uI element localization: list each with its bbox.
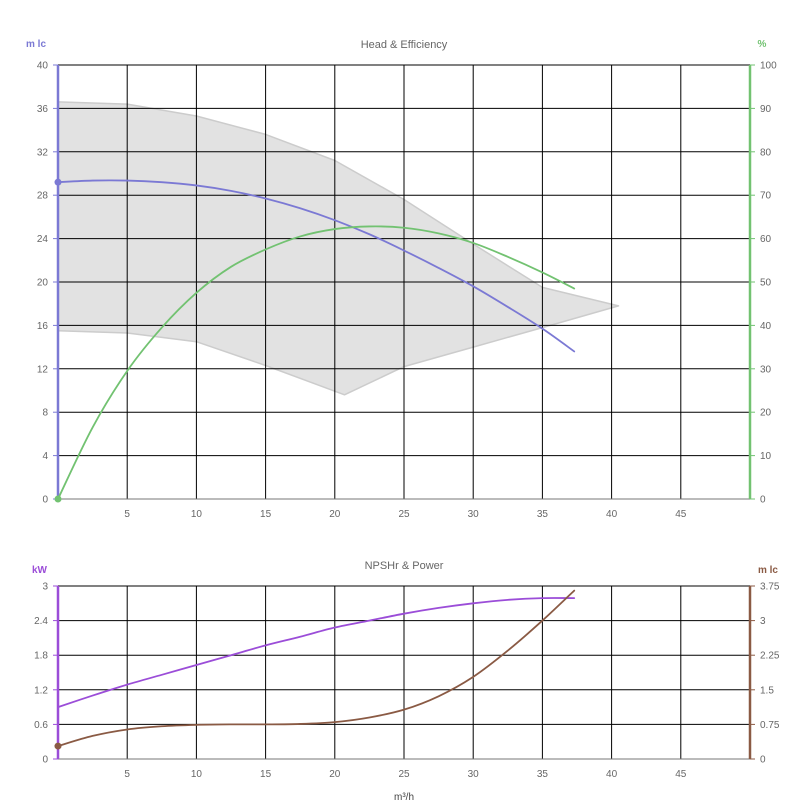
y-tick-label-left: 16: [37, 321, 49, 332]
series-line-head: [57, 179, 576, 353]
y-tick-label-left: 36: [37, 104, 49, 115]
y-tick-label-left: 24: [37, 234, 49, 245]
series-start-marker-efficiency: [54, 495, 62, 503]
y-tick-label-left: 28: [37, 191, 49, 202]
x-tick-label: 5: [124, 769, 130, 780]
x-tick-label: 35: [537, 769, 549, 780]
plot-head-efficiency: 0 4 8 12 16 20 24 28 32 36 40 0 10 20 30 40 50 60 70 80 90 10…: [37, 61, 777, 521]
x-tick-label: 45: [675, 769, 687, 780]
y-tick-label-right: 30: [760, 364, 772, 375]
y-tick-label-left: 8: [42, 408, 48, 419]
y-axis-label-power: kW: [32, 565, 48, 576]
x-tick-label: 15: [260, 769, 272, 780]
y-tick-label-left: 0: [42, 495, 48, 506]
y-tick-label-left: 40: [37, 61, 49, 72]
x-tick-label: 40: [606, 509, 618, 520]
series-line-npshr: [57, 589, 576, 747]
y-tick-label-left: 0.6: [34, 720, 48, 731]
x-tick-label: 35: [537, 509, 549, 520]
y-tick-label-left: 1.8: [34, 651, 48, 662]
y-tick-label-left: 4: [42, 451, 48, 462]
y-tick-label-left: 0: [42, 755, 48, 766]
x-tick-label: 30: [468, 769, 480, 780]
x-tick-label: 20: [329, 509, 341, 520]
x-tick-label: 25: [398, 769, 410, 780]
y-tick-label-right: 10: [760, 451, 772, 462]
y-axis-label-npsh: m lc: [758, 565, 778, 576]
chart-title-npsh-power: NPSHr & Power: [365, 560, 444, 572]
y-tick-label-right: 70: [760, 191, 772, 202]
y-tick-label-right: 3.75: [760, 582, 780, 593]
series-start-marker-npshr: [54, 742, 62, 750]
y-tick-label-left: 2.4: [34, 616, 48, 627]
y-tick-label-right: 0: [760, 495, 766, 506]
series-start-marker-head: [54, 178, 62, 186]
y-tick-label-right: 40: [760, 321, 772, 332]
y-tick-label-left: 32: [37, 147, 49, 158]
y-tick-label-left: 3: [42, 582, 48, 593]
y-tick-label-right: 100: [760, 61, 777, 72]
y-tick-label-right: 90: [760, 104, 772, 115]
x-tick-label: 40: [606, 769, 618, 780]
y-tick-label-right: 80: [760, 147, 772, 158]
x-tick-label: 10: [191, 509, 203, 520]
y-tick-label-left: 1.2: [34, 685, 48, 696]
y-tick-label-right: 3: [760, 616, 766, 627]
x-tick-label: 15: [260, 509, 272, 520]
y-tick-label-left: 20: [37, 278, 49, 289]
x-tick-label: 10: [191, 769, 203, 780]
series-line-efficiency: [57, 225, 576, 500]
y-tick-label-right: 50: [760, 278, 772, 289]
x-tick-label: 25: [398, 509, 410, 520]
y-tick-label-right: 0.75: [760, 720, 780, 731]
y-tick-label-right: 0: [760, 755, 766, 766]
chart-title-head-efficiency: Head & Efficiency: [361, 39, 448, 51]
y-axis-label-head: m lc: [26, 39, 46, 50]
y-tick-label-right: 60: [760, 234, 772, 245]
y-tick-label-right: 2.25: [760, 651, 780, 662]
x-tick-label: 30: [468, 509, 480, 520]
y-tick-label-right: 20: [760, 408, 772, 419]
y-axis-label-efficiency: %: [758, 39, 767, 50]
y-tick-label-left: 12: [37, 364, 49, 375]
y-tick-label-right: 1.5: [760, 685, 774, 696]
x-tick-label: 20: [329, 769, 341, 780]
series-line-power: [57, 597, 576, 708]
x-axis-label-flow: m³/h: [394, 792, 414, 802]
operating-envelope: [57, 101, 620, 396]
x-tick-label: 45: [675, 509, 687, 520]
x-tick-label: 5: [124, 509, 130, 520]
